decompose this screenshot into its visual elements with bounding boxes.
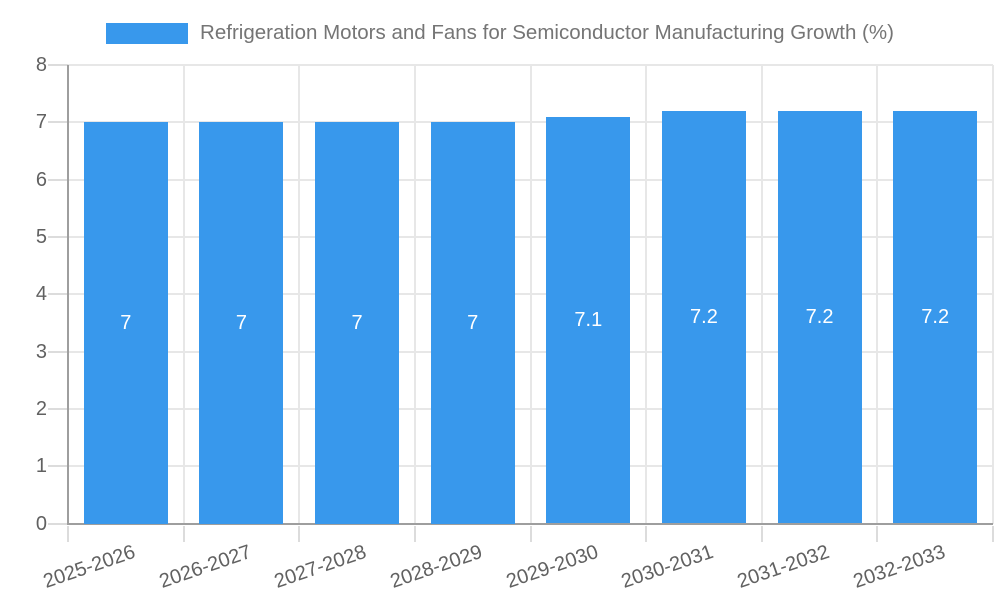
gridline-vertical (529, 65, 532, 524)
x-axis-tick (760, 525, 763, 542)
bar-value-label: 7 (467, 311, 479, 334)
bar-value-label: 7.1 (574, 309, 603, 332)
bar[interactable] (893, 110, 978, 524)
y-axis-tick (48, 64, 68, 66)
bar-value-label: 7.2 (921, 306, 950, 329)
y-axis-label: 2 (35, 397, 47, 420)
x-axis-tick (413, 525, 416, 542)
x-axis-label: 2025-2026 (40, 540, 139, 593)
x-axis-label: 2029-2030 (503, 540, 601, 593)
y-axis-label: 8 (35, 54, 47, 76)
bar[interactable] (199, 122, 284, 524)
x-axis-label: 2032-2033 (850, 540, 948, 593)
y-axis-label: 1 (35, 455, 47, 478)
y-axis-label: 5 (35, 225, 47, 248)
y-axis-tick (48, 465, 68, 468)
x-axis-label: 2026-2027 (156, 540, 254, 593)
x-axis-tick (992, 525, 994, 542)
gridline-vertical (992, 65, 994, 524)
y-axis-label: 4 (35, 283, 47, 306)
y-axis-tick (48, 407, 68, 410)
bar-value-label: 7.2 (690, 306, 718, 329)
y-axis-label: 3 (35, 340, 47, 363)
bar[interactable] (777, 110, 862, 524)
y-axis-tick (48, 178, 68, 181)
x-axis-tick (645, 525, 648, 542)
x-axis-label: 2027-2028 (271, 540, 370, 593)
gridline-vertical (760, 65, 763, 524)
gridline-vertical (182, 65, 185, 524)
bar-value-label: 7 (120, 311, 132, 334)
y-axis-tick (48, 121, 68, 124)
x-axis-tick (182, 525, 185, 542)
chart-title: Refrigeration Motors and Fans for Semico… (200, 21, 894, 44)
x-axis-tick (298, 525, 301, 542)
x-axis-label: 2028-2029 (387, 540, 486, 593)
y-axis-tick (48, 293, 68, 296)
y-axis-label: 0 (35, 512, 47, 535)
bar-value-label: 7 (235, 311, 247, 334)
y-axis-tick (48, 235, 68, 238)
x-axis-tick (67, 525, 69, 542)
bar[interactable] (661, 110, 746, 524)
bar[interactable] (546, 116, 631, 524)
y-axis-label: 7 (35, 111, 47, 134)
gridline-vertical (645, 65, 648, 524)
bar-value-label: 7 (351, 311, 363, 334)
bar-value-label: 7.2 (805, 306, 834, 329)
gridline-vertical (298, 65, 301, 524)
y-axis-line (67, 65, 69, 524)
x-axis-label: 2031-2032 (734, 540, 833, 593)
bar[interactable] (430, 122, 515, 524)
legend-swatch-icon (106, 22, 189, 44)
legend: Refrigeration Motors and Fans for Semico… (0, 21, 1000, 45)
x-axis-label: 2030-2031 (618, 540, 717, 593)
x-axis-tick (529, 525, 532, 542)
x-axis-line (67, 522, 993, 525)
x-axis-tick (876, 525, 879, 542)
gridline-vertical (876, 65, 879, 524)
bar[interactable] (315, 122, 400, 524)
y-axis-tick (48, 522, 68, 525)
gridline-vertical (413, 65, 416, 524)
y-axis-tick (48, 350, 68, 353)
bar[interactable] (83, 122, 168, 524)
legend-item[interactable]: Refrigeration Motors and Fans for Semico… (106, 21, 894, 45)
y-axis-label: 6 (35, 168, 47, 191)
